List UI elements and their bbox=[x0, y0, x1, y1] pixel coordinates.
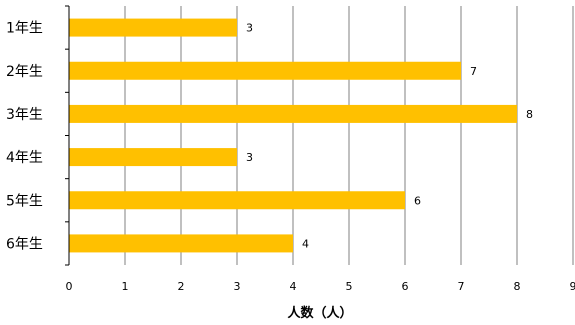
value-label: 4 bbox=[302, 237, 309, 250]
x-tick-label: 0 bbox=[66, 280, 73, 293]
bar bbox=[69, 104, 517, 123]
x-axis-title: 人数（人） bbox=[287, 305, 352, 321]
x-tick-label: 4 bbox=[290, 280, 297, 293]
value-label: 6 bbox=[414, 194, 421, 207]
bar bbox=[69, 18, 237, 37]
category-label: 5年生 bbox=[6, 193, 43, 209]
y-axis-ticks bbox=[65, 5, 69, 266]
bar bbox=[69, 191, 405, 210]
value-label: 7 bbox=[470, 65, 477, 78]
x-tick-label: 8 bbox=[514, 280, 521, 293]
bar bbox=[69, 234, 293, 253]
x-axis-tick-labels: 0 1 2 3 4 5 6 7 8 9 bbox=[66, 280, 575, 293]
x-tick-label: 5 bbox=[346, 280, 353, 293]
category-label: 2年生 bbox=[6, 64, 43, 80]
category-label: 3年生 bbox=[6, 107, 43, 123]
x-tick-label: 3 bbox=[234, 280, 241, 293]
bars bbox=[69, 18, 517, 253]
category-label: 1年生 bbox=[6, 21, 43, 37]
value-label: 8 bbox=[526, 108, 533, 121]
category-label: 4年生 bbox=[6, 150, 43, 166]
x-tick-label: 2 bbox=[178, 280, 185, 293]
category-labels: 1年生 2年生 3年生 4年生 5年生 6年生 bbox=[6, 21, 43, 253]
x-tick-label: 6 bbox=[402, 280, 409, 293]
x-tick-label: 1 bbox=[122, 280, 129, 293]
category-label: 6年生 bbox=[6, 236, 43, 252]
value-label: 3 bbox=[246, 22, 253, 35]
x-tick-label: 9 bbox=[570, 280, 575, 293]
bar bbox=[69, 148, 237, 167]
gridlines bbox=[124, 6, 574, 265]
value-label: 3 bbox=[246, 151, 253, 164]
bar bbox=[69, 61, 461, 80]
value-labels: 3 7 8 3 6 4 bbox=[246, 22, 533, 251]
x-tick-label: 7 bbox=[458, 280, 465, 293]
